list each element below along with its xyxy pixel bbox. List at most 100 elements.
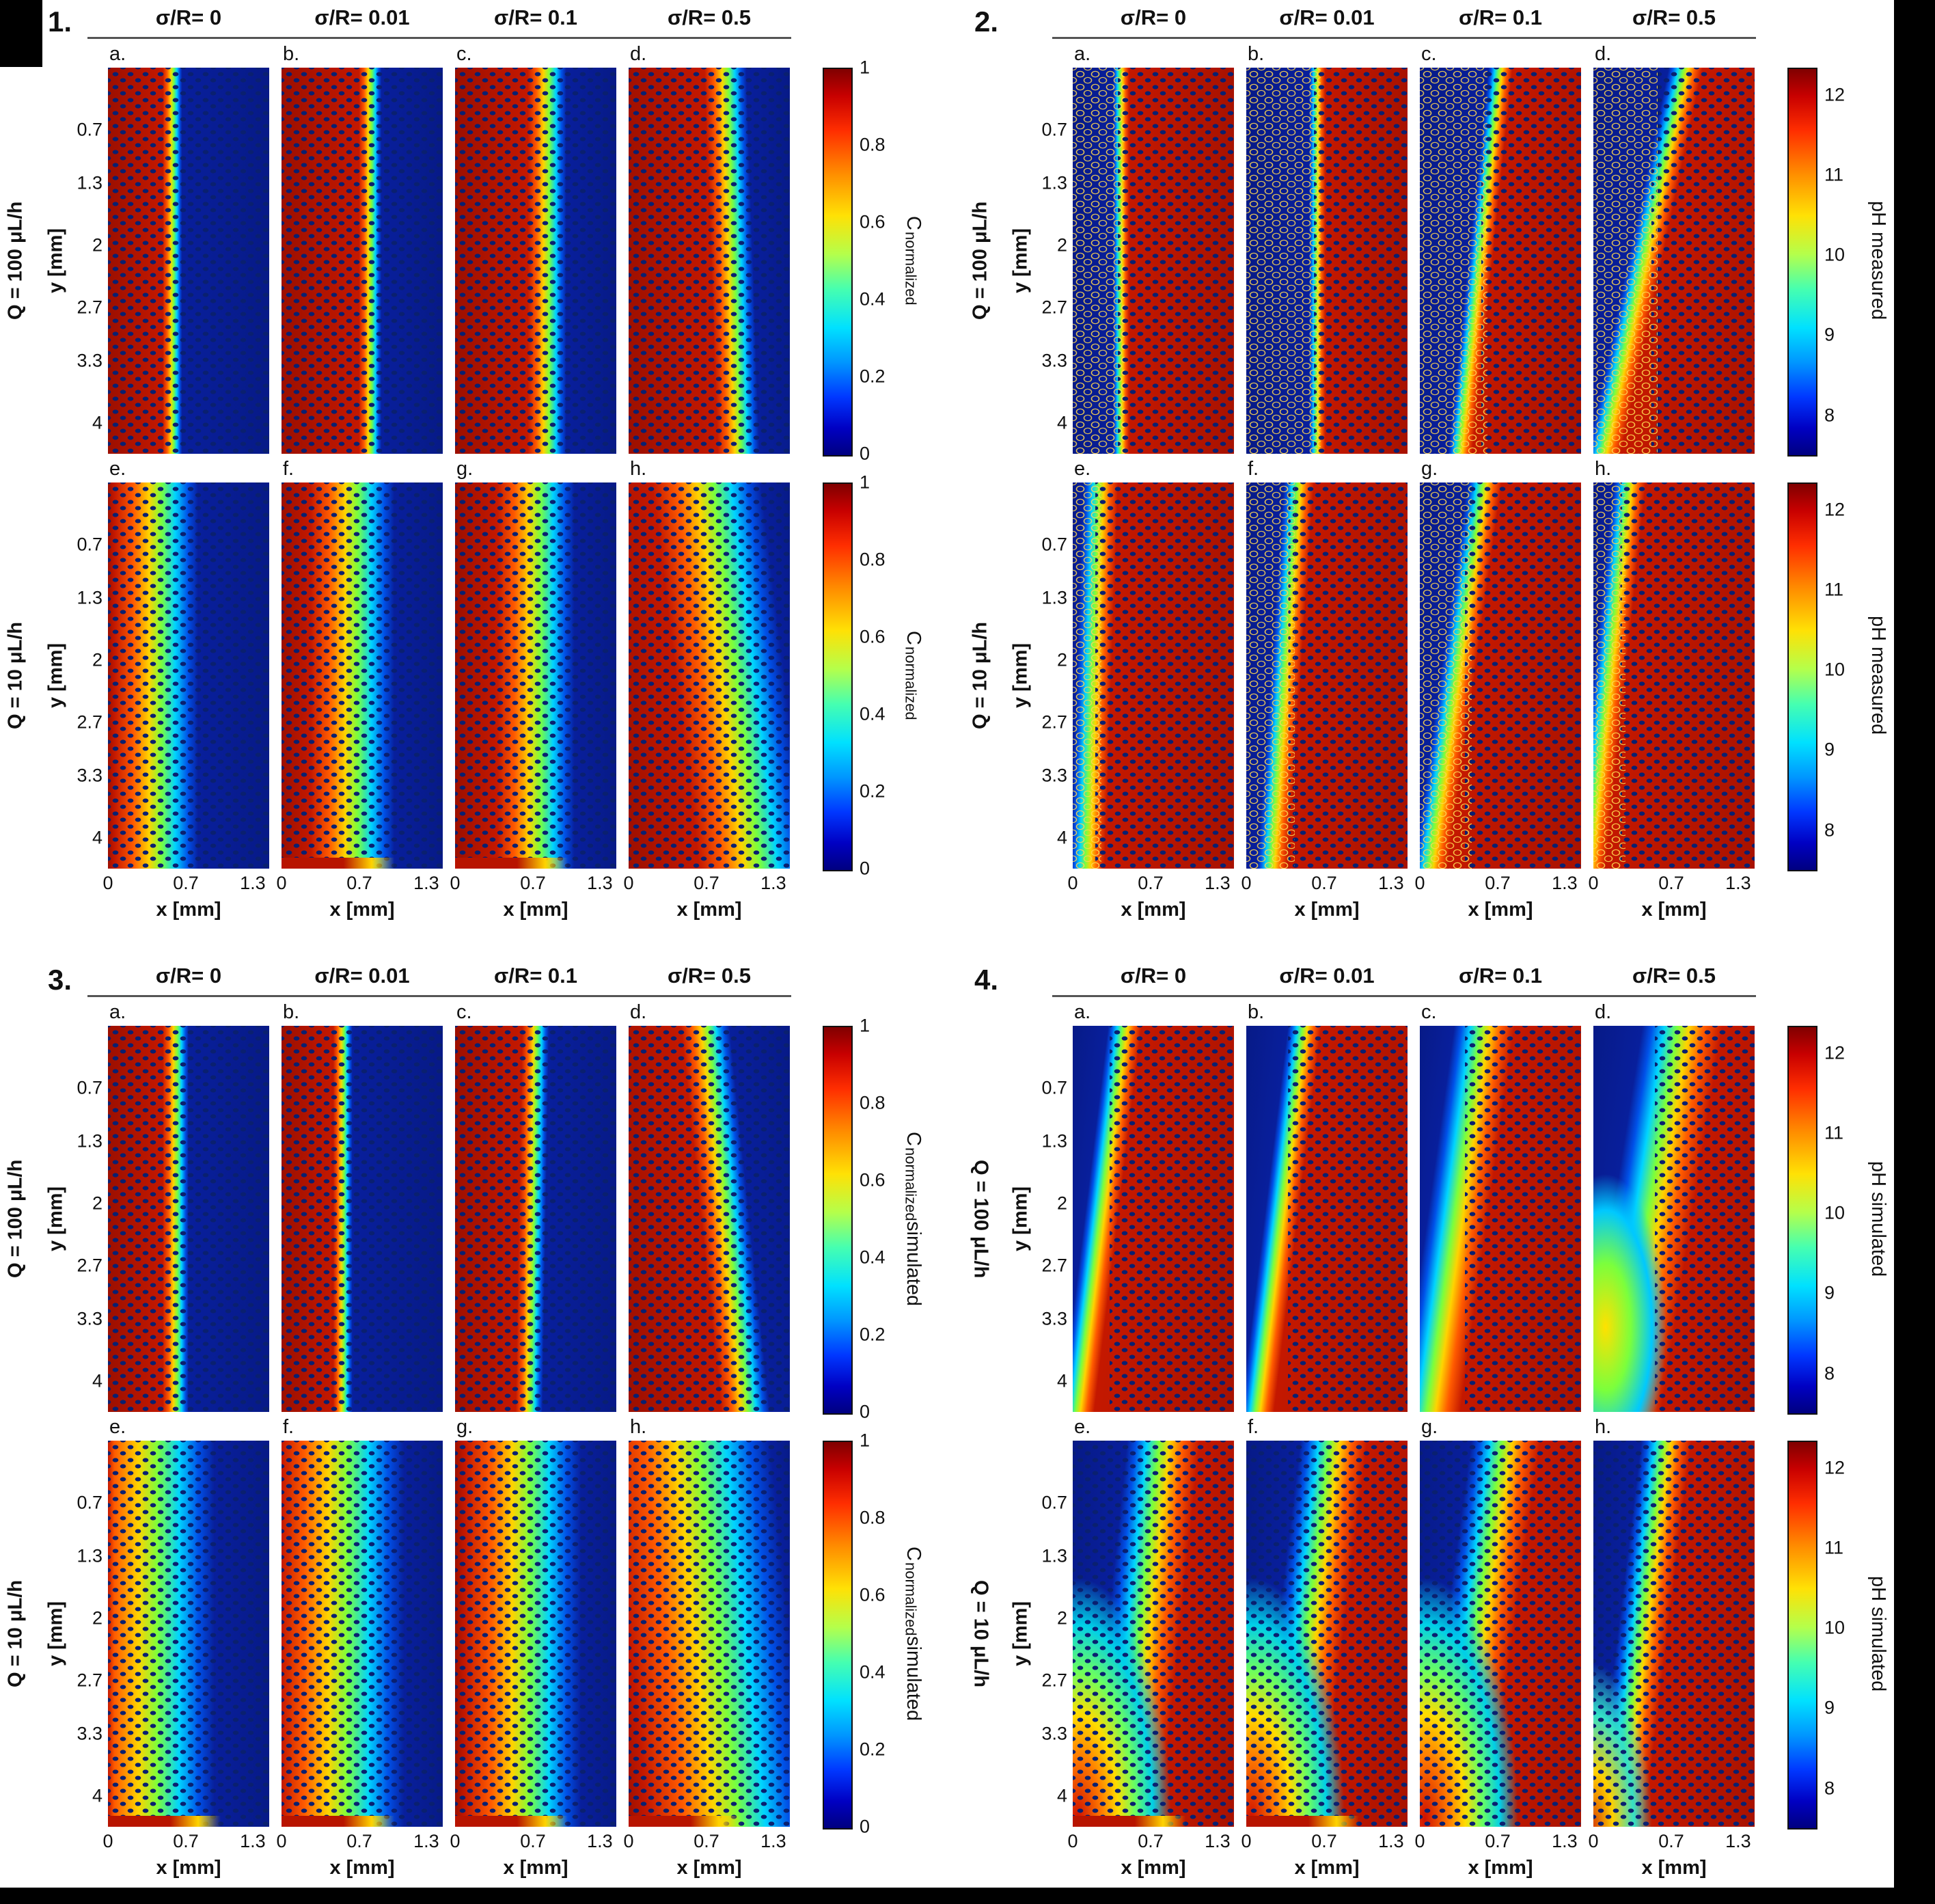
subplot: b. [1246, 43, 1408, 454]
heatmap [1593, 1026, 1755, 1412]
subplot: f. [282, 458, 443, 869]
colorbar-gradient [1787, 1441, 1817, 1830]
x-axis-column: 0 0.7 1.3 x [mm] [1241, 873, 1408, 930]
header-rule [87, 995, 791, 997]
heatmap [108, 1026, 269, 1412]
subplot: h. [629, 1416, 790, 1827]
header-rule [87, 37, 791, 39]
colorbar-tick: 12 [1824, 1042, 1845, 1063]
colorbar-tick: 10 [1824, 1617, 1845, 1638]
pillar-rings [1246, 482, 1295, 869]
heatmap [282, 1026, 443, 1412]
x-tick: 0 [1067, 1831, 1078, 1851]
colorbar-tick: 0.8 [860, 549, 886, 570]
subplot-row: Q = 10 μL/h y [mm] 0.7 1.3 2 2.7 3.3 4 e. f. g. h. 1… [0, 458, 929, 879]
x-axis-label: x [mm] [1121, 899, 1186, 921]
colorbar-tick: 8 [1824, 1363, 1835, 1383]
colorbar-gradient [1787, 1026, 1817, 1415]
row-gutter: Q = 100 μL/h y [mm] 0.7 1.3 2 2.7 3.3 4 [0, 43, 108, 454]
subplot-letter: b. [1248, 1001, 1265, 1023]
x-tick: 1.3 [413, 1831, 439, 1851]
x-tick-labels: 0 0.7 1.3 [1241, 1831, 1408, 1854]
subplot: f. [282, 1416, 443, 1827]
colorbar-tick: 0.2 [860, 1739, 886, 1760]
subplot: f. [1246, 458, 1408, 869]
inlet-strip [282, 858, 395, 869]
heatmap [455, 482, 616, 869]
y-tick: 0.7 [77, 1492, 102, 1513]
panel-2: 2. σ/R= 0 σ/R= 0.01 σ/R= 0.1 σ/R= 0.5 Q = 100… [965, 0, 1893, 955]
pillar-dots [282, 68, 443, 454]
x-tick: 0 [276, 1831, 287, 1851]
y-axis-label: y [mm] [1009, 1601, 1032, 1667]
x-tick: 1.3 [587, 873, 613, 893]
subplot-maps: e. f. g. h. [1073, 458, 1767, 869]
y-tick: 4 [1056, 1785, 1067, 1806]
subplot-letter: c. [1421, 1001, 1437, 1023]
y-tick-labels: 0.7 1.3 2 2.7 3.3 4 [67, 68, 102, 454]
y-tick: 3.3 [1041, 1723, 1067, 1744]
y-tick: 4 [1056, 1370, 1067, 1391]
subplot: c. [455, 1001, 616, 1412]
x-tick: 0.7 [1658, 873, 1684, 893]
x-axis-column: 0 0.7 1.3 x [mm] [1241, 1831, 1408, 1888]
colorbar-label-part: pH measured [1867, 201, 1889, 321]
colorbar-tick: 0 [860, 443, 870, 464]
colorbar-tick: 0.8 [860, 134, 886, 155]
column-headers: σ/R= 0 σ/R= 0.01 σ/R= 0.1 σ/R= 0.5 [1073, 0, 1893, 37]
colorbar-label: pH simulated [1867, 1441, 1889, 1827]
x-tick-labels: 0 0.7 1.3 [276, 873, 443, 896]
y-tick: 2 [92, 1607, 102, 1629]
pillar-dots [282, 1441, 443, 1827]
pillar-dots [1246, 1441, 1408, 1827]
colorbar-label-part: normalized [902, 647, 920, 720]
x-tick: 0.7 [346, 1831, 372, 1851]
frame-bottom-strip [0, 1888, 1935, 1904]
x-tick: 0.7 [694, 1831, 719, 1851]
column-header: σ/R= 0.5 [1632, 964, 1716, 988]
subplot-letter: d. [630, 1001, 647, 1023]
colorbar-tick: 11 [1824, 1537, 1844, 1558]
heatmap [1246, 482, 1408, 869]
y-tick: 3.3 [1041, 1308, 1067, 1329]
colorbar-gradient [823, 482, 853, 871]
heatmap [455, 68, 616, 454]
pillar-dots [455, 68, 616, 454]
colorbar-tick: 9 [1824, 1697, 1835, 1718]
row-label: Q = 100 μL/h [970, 1159, 992, 1279]
row-label: Q = 100 μL/h [4, 201, 27, 321]
colorbar-label-part: normalized [902, 1147, 920, 1221]
column-header: σ/R= 0.01 [314, 964, 410, 988]
y-tick: 4 [92, 827, 102, 848]
subplot-letter: h. [630, 1416, 647, 1438]
pillar-rings [1073, 68, 1125, 454]
colorbar-label-part: C [903, 1547, 924, 1562]
y-tick: 1.3 [1041, 587, 1067, 608]
subplot-row: Q = 10 μL/h y [mm] 0.7 1.3 2 2.7 3.3 4 e. f. g. h. 1… [965, 1416, 1893, 1830]
column-header: σ/R= 0 [155, 964, 222, 988]
x-tick-labels: 0 0.7 1.3 [1414, 873, 1581, 896]
pillar-dots [1465, 1026, 1581, 1412]
x-tick: 0.7 [520, 873, 546, 893]
x-axis-label: x [mm] [1294, 899, 1360, 921]
y-tick: 2.7 [77, 711, 102, 733]
subplot: e. [108, 1416, 269, 1827]
pillar-dots [1073, 1441, 1234, 1827]
pillar-dots [282, 1026, 443, 1412]
subplot-letter: b. [283, 43, 300, 65]
colorbar-tick: 12 [1824, 499, 1845, 520]
heatmap [1593, 482, 1755, 869]
pillar-dots [629, 68, 790, 454]
colorbar-tick: 10 [1824, 659, 1845, 680]
x-tick: 1.3 [1205, 873, 1231, 893]
column-header: σ/R= 0.1 [493, 964, 578, 988]
subplot: e. [108, 458, 269, 869]
pillar-dots [455, 482, 616, 869]
inlet-strip [1073, 1816, 1186, 1827]
subplot-letter: e. [109, 458, 126, 480]
column-header: σ/R= 0.01 [314, 5, 410, 29]
colorbar-tick: 0.6 [860, 1584, 886, 1605]
